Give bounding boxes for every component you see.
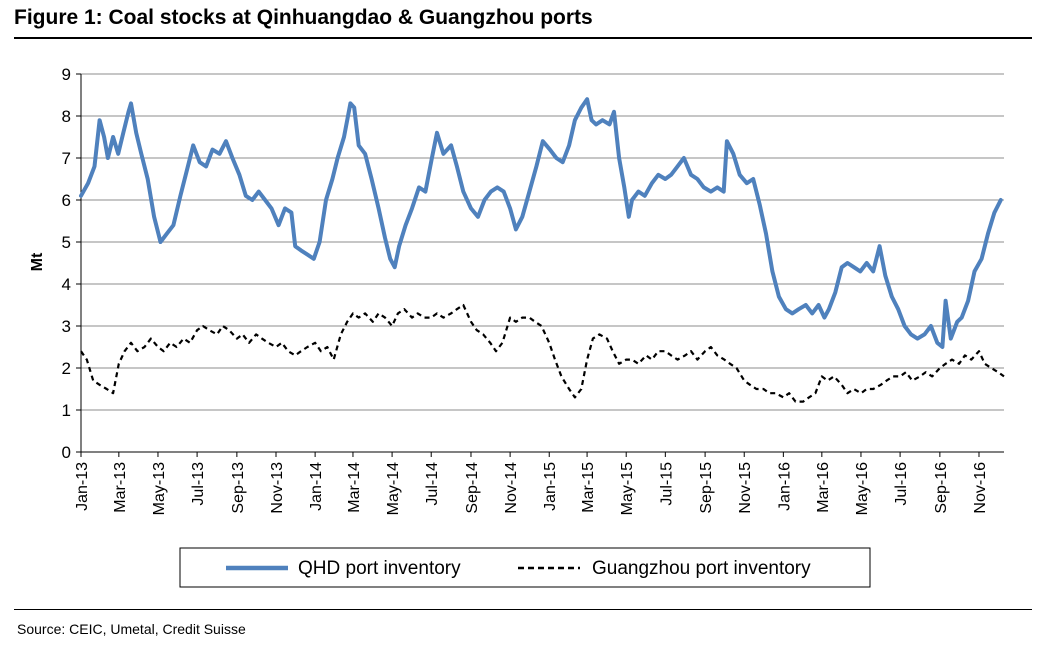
- legend-box: [179, 547, 871, 588]
- x-tick-label: Jul-15: [658, 462, 675, 506]
- y-tick-label: 1: [62, 401, 71, 420]
- x-tick-label: Mar-13: [112, 462, 129, 513]
- x-tick-label: Jan-16: [776, 462, 793, 511]
- x-tick-label: May-14: [385, 462, 402, 515]
- y-tick-labels: 0 1 2 3 4 5 6 7 8 9: [62, 65, 71, 462]
- x-tick-label: Jan-15: [542, 462, 559, 511]
- legend: QHD port inventory Guangzhou port invent…: [179, 547, 871, 588]
- series-line-qhd: [79, 97, 1003, 349]
- chart-gridlines: [81, 73, 1004, 411]
- y-tick-label: 3: [62, 317, 71, 336]
- legend-label-qhd: QHD port inventory: [298, 558, 461, 579]
- x-tick-label: Sep-14: [464, 462, 481, 514]
- x-tick-label: Sep-13: [230, 462, 247, 514]
- x-tick-label: Jul-14: [424, 462, 441, 506]
- source-rule: [14, 609, 1032, 610]
- y-tick-label: 6: [62, 191, 71, 210]
- x-tick-labels: Jan-13 Mar-13 May-13 Jul-13 Sep-13 Nov-13 Jan-…: [74, 462, 989, 515]
- x-tick-label: Nov-13: [269, 462, 286, 514]
- y-tick-label: 9: [62, 65, 71, 84]
- x-tick-label: Jan-13: [74, 462, 91, 511]
- figure-title: Figure 1: Coal stocks at Qinhuangdao & G…: [14, 6, 593, 29]
- y-tick-label: 2: [62, 359, 71, 378]
- y-tick-label: 7: [62, 149, 71, 168]
- source-note: Source: CEIC, Umetal, Credit Suisse: [17, 621, 246, 637]
- legend-label-guangzhou: Guangzhou port inventory: [592, 558, 811, 579]
- x-tick-label: Sep-16: [933, 462, 950, 514]
- chart-axes: [76, 73, 1004, 457]
- x-tick-label: May-16: [854, 462, 871, 515]
- x-tick-label: Nov-16: [972, 462, 989, 514]
- x-tick-label: Mar-14: [346, 462, 363, 513]
- y-axis-label: Mt: [29, 252, 46, 271]
- x-tick-label: Jul-13: [190, 462, 207, 506]
- x-tick-label: Jan-14: [308, 462, 325, 511]
- series-line-guangzhou: [80, 303, 1005, 403]
- y-tick-label: 4: [62, 275, 71, 294]
- x-tick-label: Nov-14: [503, 462, 520, 514]
- x-tick-label: Mar-15: [580, 462, 597, 513]
- x-tick-label: Sep-15: [698, 462, 715, 514]
- x-tick-label: May-13: [151, 462, 168, 515]
- chart-series: [79, 97, 1005, 403]
- x-tick-label: Nov-15: [737, 462, 754, 514]
- x-tick-label: May-15: [619, 462, 636, 515]
- y-tick-label: 0: [62, 443, 71, 462]
- x-tick-label: Jul-16: [893, 462, 910, 506]
- y-tick-label: 5: [62, 233, 71, 252]
- y-tick-label: 8: [62, 107, 71, 126]
- x-tick-label: Mar-16: [815, 462, 832, 513]
- title-rule: [14, 37, 1032, 39]
